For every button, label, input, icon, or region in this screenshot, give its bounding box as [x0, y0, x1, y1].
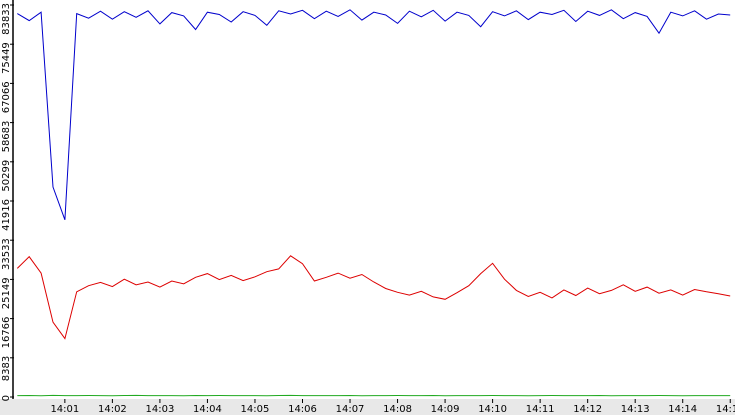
x-tick-label: 14:06	[288, 404, 317, 415]
y-tick-label: 33533	[1, 238, 12, 270]
x-tick-label: 14:08	[383, 404, 412, 415]
series-line	[16, 255, 731, 340]
series-line	[17, 9, 731, 220]
y-tick-label: 50299	[1, 160, 12, 192]
y-tick-label: 25149	[1, 277, 12, 309]
y-tick-label: 83833	[1, 3, 12, 35]
x-tick-label: 14:09	[431, 404, 460, 415]
x-tick-label: 14:14	[668, 404, 697, 415]
x-tick-label: 14:11	[526, 404, 555, 415]
y-tick-label: 8383	[1, 356, 12, 381]
y-tick-label: 16766	[1, 317, 12, 349]
x-tick-label: 14:10	[478, 404, 507, 415]
x-axis-band	[0, 399, 735, 415]
x-tick-label: 14:04	[193, 404, 222, 415]
x-tick-label: 14:02	[98, 404, 127, 415]
x-tick-label: 14:03	[145, 404, 174, 415]
x-tick-label: 14:01	[50, 404, 79, 415]
y-tick-label: 75449	[1, 42, 12, 74]
x-tick-label: 14:05	[241, 404, 270, 415]
x-tick-label: 14:15	[716, 404, 735, 415]
y-tick-label: 58683	[1, 121, 12, 153]
y-tick-label: 67066	[1, 81, 12, 113]
x-tick-label: 14:12	[573, 404, 602, 415]
y-tick-label: 41916	[1, 199, 12, 231]
x-tick-label: 14:13	[621, 404, 650, 415]
x-tick-label: 14:07	[336, 404, 365, 415]
y-tick-label: 0	[1, 395, 12, 401]
